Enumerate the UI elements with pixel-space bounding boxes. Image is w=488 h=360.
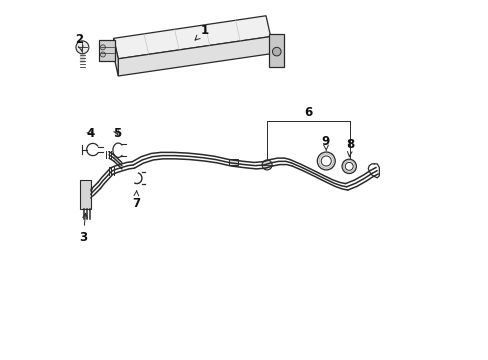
Polygon shape <box>268 34 284 67</box>
Circle shape <box>76 41 89 54</box>
Circle shape <box>317 152 335 170</box>
Polygon shape <box>229 159 238 165</box>
Circle shape <box>321 156 330 166</box>
Polygon shape <box>80 180 91 209</box>
Polygon shape <box>113 39 118 76</box>
Text: 7: 7 <box>131 191 140 210</box>
Circle shape <box>272 47 281 56</box>
Text: 3: 3 <box>79 213 87 244</box>
Text: 6: 6 <box>304 106 312 119</box>
Circle shape <box>262 160 271 170</box>
Text: 8: 8 <box>346 138 354 157</box>
Circle shape <box>341 159 356 174</box>
Circle shape <box>100 52 105 57</box>
Text: 2: 2 <box>75 33 83 51</box>
Text: 5: 5 <box>113 127 121 140</box>
Text: 9: 9 <box>321 135 329 151</box>
Polygon shape <box>99 40 115 60</box>
Polygon shape <box>118 37 270 76</box>
Text: 1: 1 <box>195 24 209 40</box>
Polygon shape <box>113 16 270 59</box>
Circle shape <box>345 162 352 170</box>
Circle shape <box>100 45 105 50</box>
Text: 4: 4 <box>87 127 95 140</box>
